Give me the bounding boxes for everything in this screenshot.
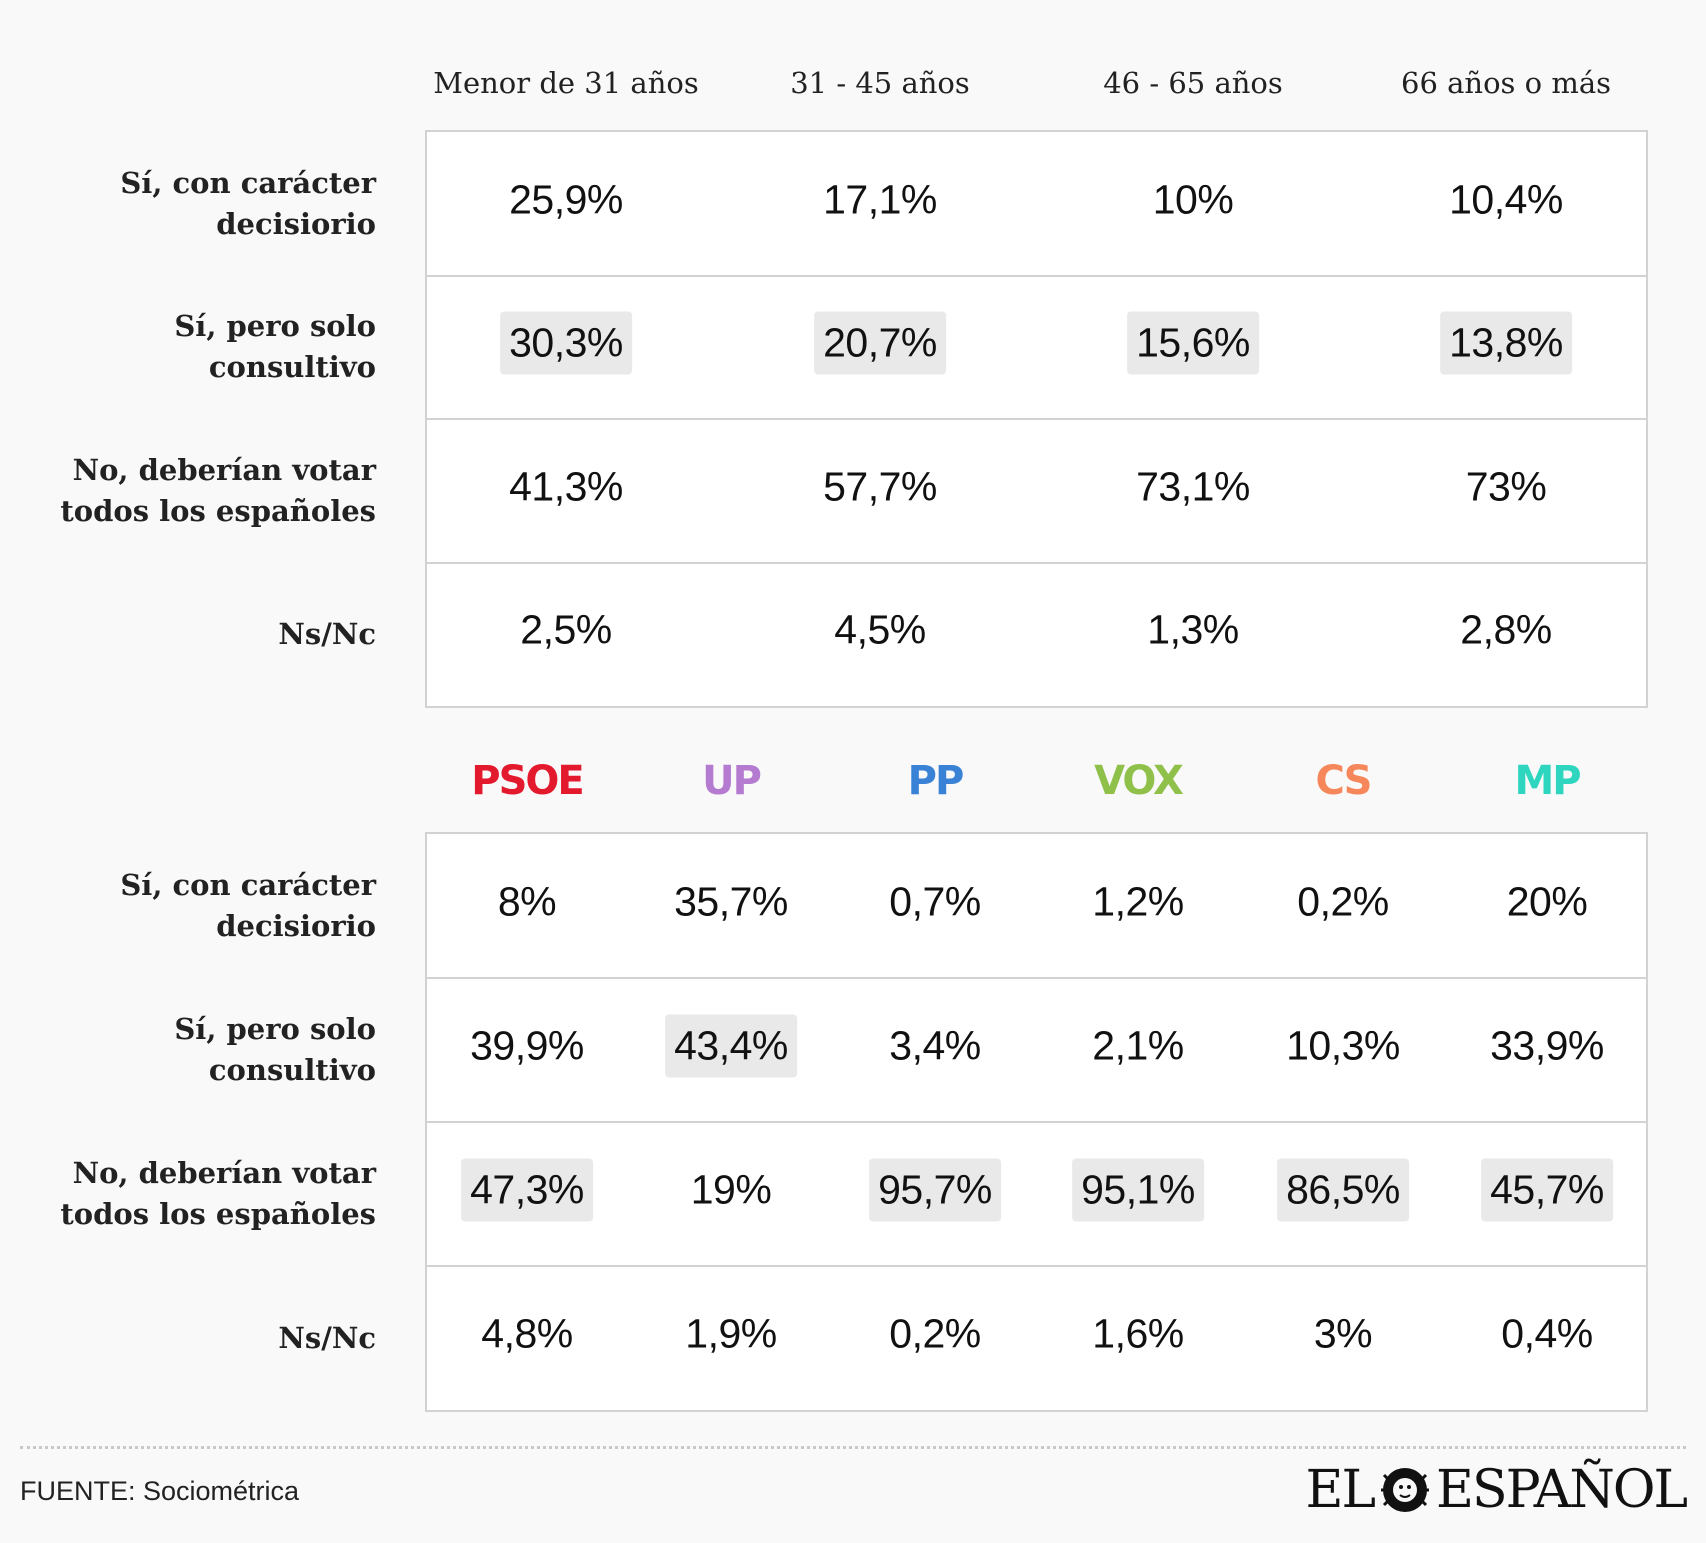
age-column-header: 46 - 65 años — [1103, 66, 1283, 100]
party-column-header: MP — [1514, 758, 1581, 804]
footer-divider — [20, 1446, 1686, 1449]
table-cell: 25,9% — [509, 176, 623, 223]
table-cell: 2,1% — [1092, 1022, 1184, 1069]
table-cell: 1,3% — [1147, 606, 1239, 653]
table-cell: 0,4% — [1501, 1310, 1593, 1357]
party-table — [425, 832, 1648, 1412]
source-note: FUENTE: Sociométrica — [20, 1476, 300, 1506]
table-cell: 2,5% — [520, 606, 612, 653]
table-cell: 35,7% — [674, 878, 788, 925]
table-cell: 10,4% — [1449, 176, 1563, 223]
el-espanol-logo: EL ESPAÑOL — [1305, 1460, 1688, 1520]
table-cell: 3,4% — [889, 1022, 981, 1069]
row-label: Ns/Nc — [278, 1320, 376, 1355]
row-divider — [427, 561, 1646, 564]
row-divider — [427, 1121, 1646, 1123]
table-cell: 43,4% — [665, 1014, 797, 1078]
table-cell: 4,8% — [481, 1310, 573, 1357]
table-cell: 0,2% — [1297, 878, 1389, 925]
row-divider — [427, 274, 1646, 277]
row-label: Sí, con carácter decisiorio — [120, 868, 376, 943]
table-cell: 3% — [1313, 1310, 1373, 1357]
row-label: Sí, pero solo consultivo — [174, 309, 376, 385]
logo-text-right: ESPAÑOL — [1435, 1460, 1688, 1520]
table-cell: 1,9% — [685, 1310, 777, 1357]
table-cell: 45,7% — [1481, 1158, 1613, 1222]
table-cell: 17,1% — [823, 176, 937, 223]
table-cell: 73,1% — [1136, 463, 1250, 510]
party-column-header: PSOE — [471, 758, 584, 804]
row-divider — [427, 418, 1646, 420]
table-cell: 20% — [1506, 878, 1588, 925]
table-cell: 15,6% — [1127, 311, 1259, 375]
table-cell: 2,8% — [1460, 606, 1552, 653]
logo-text-left: EL — [1305, 1460, 1375, 1520]
row-label: No, deberían votar todos los españoles — [60, 452, 376, 528]
table-cell: 10,3% — [1286, 1022, 1400, 1069]
table-cell: 0,2% — [889, 1310, 981, 1357]
party-column-header: PP — [907, 758, 965, 804]
table-cell: 13,8% — [1440, 311, 1572, 375]
row-divider — [427, 977, 1646, 979]
table-cell: 57,7% — [823, 463, 937, 510]
row-label: No, deberían votar todos los españoles — [60, 1156, 376, 1231]
age-column-header: 31 - 45 años — [790, 66, 970, 100]
party-column-header: VOX — [1094, 758, 1184, 804]
table-cell: 4,5% — [834, 606, 926, 653]
table-cell: 86,5% — [1277, 1158, 1409, 1222]
row-divider — [427, 1265, 1646, 1267]
table-cell: 1,2% — [1092, 878, 1184, 925]
table-cell: 95,7% — [869, 1158, 1001, 1222]
table-cell: 30,3% — [500, 311, 632, 375]
table-cell: 39,9% — [470, 1022, 584, 1069]
age-column-header: Menor de 31 años — [433, 66, 699, 100]
row-label: Sí, con carácter decisiorio — [120, 165, 376, 241]
table-cell: 8% — [497, 878, 557, 925]
table-cell: 20,7% — [814, 311, 946, 375]
row-label: Sí, pero solo consultivo — [174, 1012, 376, 1087]
party-column-header: CS — [1315, 758, 1373, 804]
party-column-header: UP — [702, 758, 762, 804]
table-cell: 41,3% — [509, 463, 623, 510]
lion-icon — [1380, 1468, 1429, 1512]
table-cell: 33,9% — [1490, 1022, 1604, 1069]
table-cell: 0,7% — [889, 878, 981, 925]
age-column-header: 66 años o más — [1401, 66, 1611, 100]
table-cell: 1,6% — [1092, 1310, 1184, 1357]
table-cell: 47,3% — [461, 1158, 593, 1222]
table-cell: 19% — [690, 1166, 772, 1213]
age-table — [425, 130, 1648, 708]
table-cell: 95,1% — [1072, 1158, 1204, 1222]
table-cell: 10% — [1152, 176, 1234, 223]
row-label: Ns/Nc — [278, 616, 376, 651]
table-cell: 73% — [1465, 463, 1547, 510]
